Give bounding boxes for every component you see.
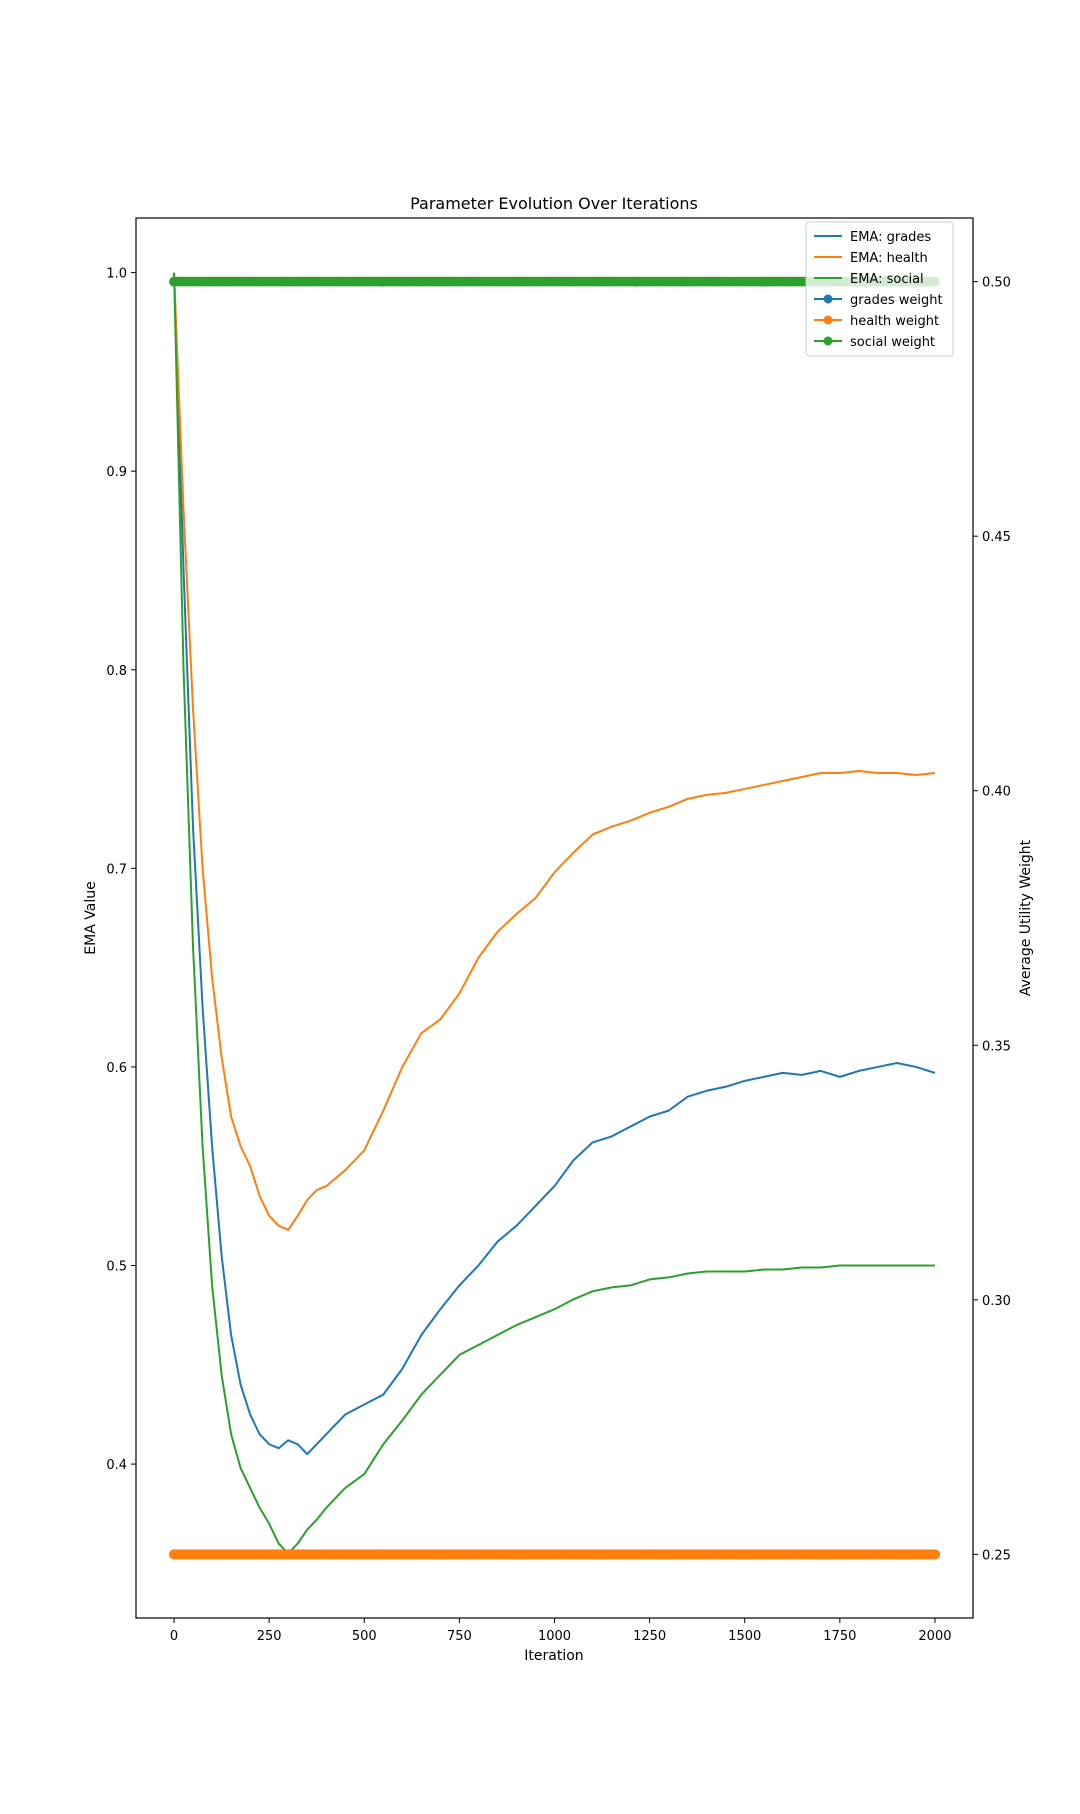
- y2-tick-label: 0.30: [982, 1294, 1011, 1309]
- legend-item: EMA: social: [814, 272, 924, 287]
- x-tick-label: 250: [257, 1629, 282, 1644]
- legend-item: social weight: [814, 335, 935, 350]
- y-tick-label: 1.0: [106, 267, 127, 282]
- x-axis: 0 250 500 750 1000 1250 1500 1750 2000: [170, 1618, 952, 1644]
- y-tick-label: 0.9: [106, 465, 127, 480]
- legend: EMA: grades EMA: health EMA: social grades …: [805, 221, 954, 357]
- series-line-ema-health: [173, 272, 936, 1231]
- series-health-weight: [169, 1549, 940, 1560]
- legend-label: EMA: grades: [850, 230, 931, 245]
- legend-item: EMA: grades: [814, 230, 931, 245]
- series-line-ema-grades: [173, 272, 936, 1456]
- legend-item: health weight: [814, 314, 939, 329]
- y-axis-left: 0.4 0.5 0.6 0.7 0.8 0.9 1.0: [106, 267, 136, 1473]
- x-axis-label: Iteration: [524, 1648, 583, 1664]
- y2-tick-label: 0.40: [982, 785, 1011, 800]
- x-tick-label: 1250: [633, 1629, 666, 1644]
- y2-tick-label: 0.45: [982, 530, 1011, 545]
- y2-axis-label: Average Utility Weight: [1018, 839, 1034, 996]
- series-marker: [929, 1549, 940, 1560]
- y2-tick-label: 0.25: [982, 1548, 1011, 1563]
- legend-label: social weight: [850, 335, 935, 350]
- legend-item: grades weight: [814, 293, 943, 308]
- x-tick-label: 1500: [728, 1629, 761, 1644]
- legend-marker: [823, 315, 833, 325]
- chart-title: Parameter Evolution Over Iterations: [410, 194, 698, 213]
- y-tick-label: 0.6: [106, 1061, 127, 1076]
- legend-marker: [823, 336, 833, 346]
- legend-label: EMA: social: [850, 272, 924, 287]
- y-tick-label: 0.7: [106, 862, 127, 877]
- x-tick-label: 0: [170, 1629, 178, 1644]
- plot-frame: [135, 217, 974, 1619]
- x-tick-label: 1750: [823, 1629, 856, 1644]
- x-tick-label: 1000: [538, 1629, 571, 1644]
- x-tick-label: 500: [352, 1629, 377, 1644]
- y2-tick-label: 0.35: [982, 1039, 1011, 1054]
- y-tick-label: 0.4: [106, 1458, 127, 1473]
- plot-area: [169, 272, 940, 1560]
- legend-marker: [823, 294, 833, 304]
- y-tick-label: 0.8: [106, 664, 127, 679]
- legend-label: grades weight: [850, 293, 943, 308]
- y-axis-right: 0.25 0.30 0.35 0.40 0.45 0.50: [973, 276, 1011, 1563]
- legend-item: EMA: health: [814, 251, 928, 266]
- y2-tick-label: 0.50: [982, 276, 1011, 291]
- legend-label: EMA: health: [850, 251, 928, 266]
- legend-box: [805, 221, 954, 357]
- x-tick-label: 2000: [918, 1629, 951, 1644]
- series-line-ema-social: [173, 272, 935, 1555]
- y-axis-label: EMA Value: [83, 881, 99, 954]
- legend-label: health weight: [850, 314, 939, 329]
- x-tick-label: 750: [447, 1629, 472, 1644]
- y-tick-label: 0.5: [106, 1260, 127, 1275]
